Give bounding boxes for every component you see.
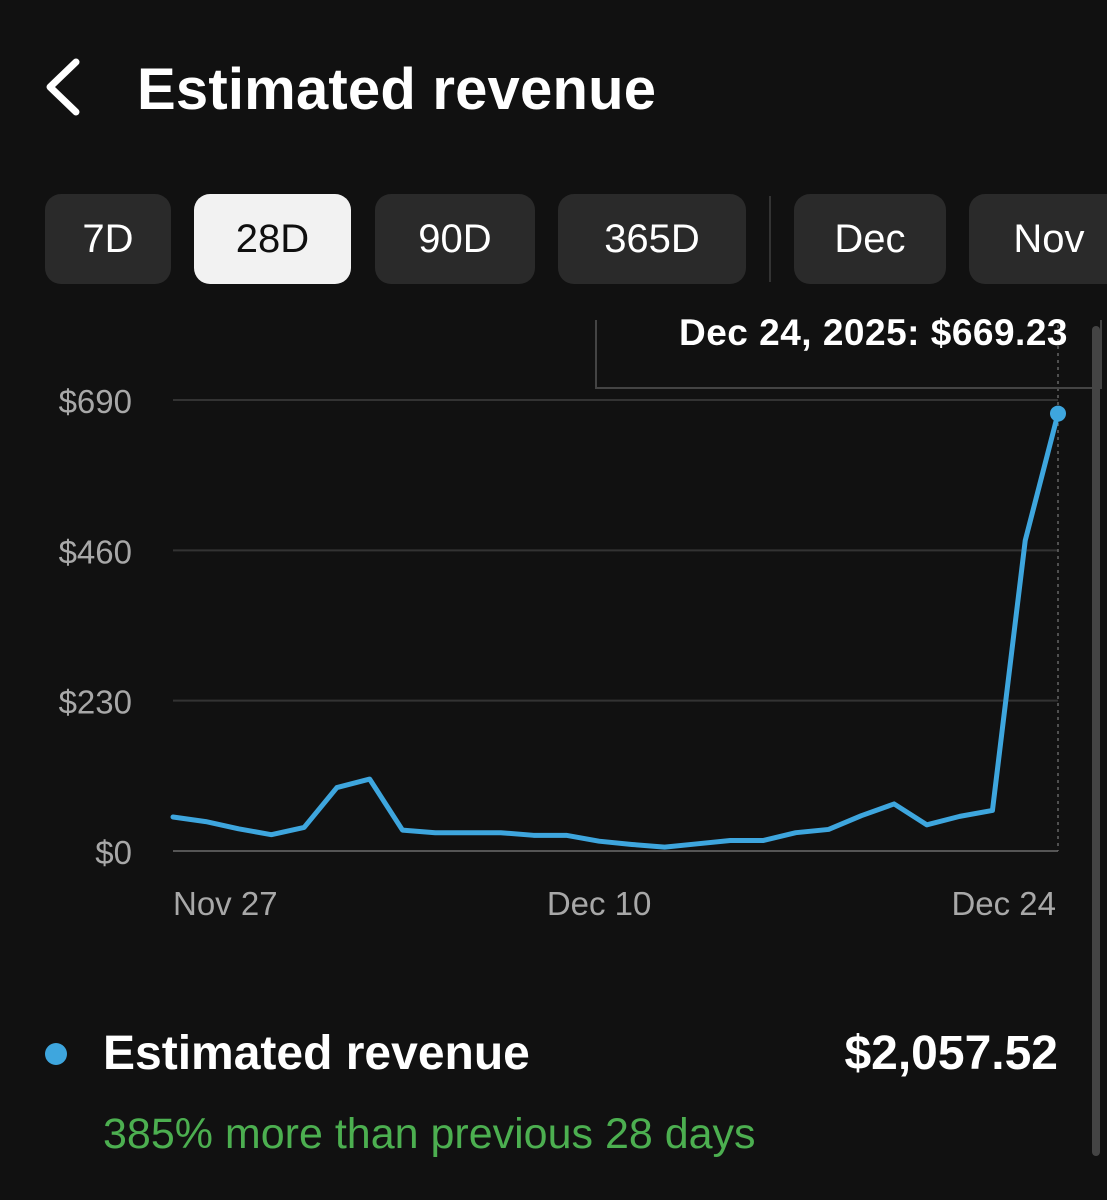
scrollbar[interactable] <box>1092 326 1100 1156</box>
legend-label: Estimated revenue <box>103 1027 530 1080</box>
tooltip-text: Dec 24, 2025: $669.23 <box>679 312 1068 353</box>
total-revenue-value: $2,057.52 <box>844 1027 1058 1080</box>
y-tick-label: $460 <box>59 533 132 570</box>
filter-chip-7d[interactable]: 7D <box>45 194 171 284</box>
highlighted-data-point[interactable] <box>1050 405 1066 422</box>
date-range-filters: 7D 28D 90D 365D Dec Nov <box>0 194 1107 286</box>
x-tick-label: Nov 27 <box>173 885 278 922</box>
header: Estimated revenue <box>0 0 1107 170</box>
revenue-series-line <box>170 411 1061 850</box>
page-title: Estimated revenue <box>137 57 657 122</box>
legend-dot <box>45 1043 67 1065</box>
back-button[interactable] <box>38 52 98 122</box>
y-tick-label: $690 <box>59 383 132 420</box>
filter-divider <box>769 196 771 282</box>
y-tick-label: $0 <box>95 834 132 871</box>
tooltip-box <box>595 320 1102 389</box>
x-tick-label: Dec 10 <box>547 885 652 922</box>
filter-chip-nov[interactable]: Nov <box>969 194 1107 284</box>
filter-chip-28d[interactable]: 28D <box>194 194 351 284</box>
tooltip: Dec 24, 2025: $669.23 <box>595 312 1102 389</box>
comparison-text: 385% more than previous 28 days <box>103 1110 756 1158</box>
filter-chip-365d[interactable]: 365D <box>558 194 746 284</box>
x-tick-label: Dec 24 <box>951 885 1056 922</box>
y-tick-label: $230 <box>59 684 132 721</box>
chevron-left-icon <box>46 58 80 116</box>
filter-chip-dec[interactable]: Dec <box>794 194 946 284</box>
revenue-chart[interactable]: $0 $230 $460 $690 Nov 27 Dec 10 Dec 24 Dec 24… <box>0 300 1107 940</box>
filter-chip-90d[interactable]: 90D <box>375 194 535 284</box>
